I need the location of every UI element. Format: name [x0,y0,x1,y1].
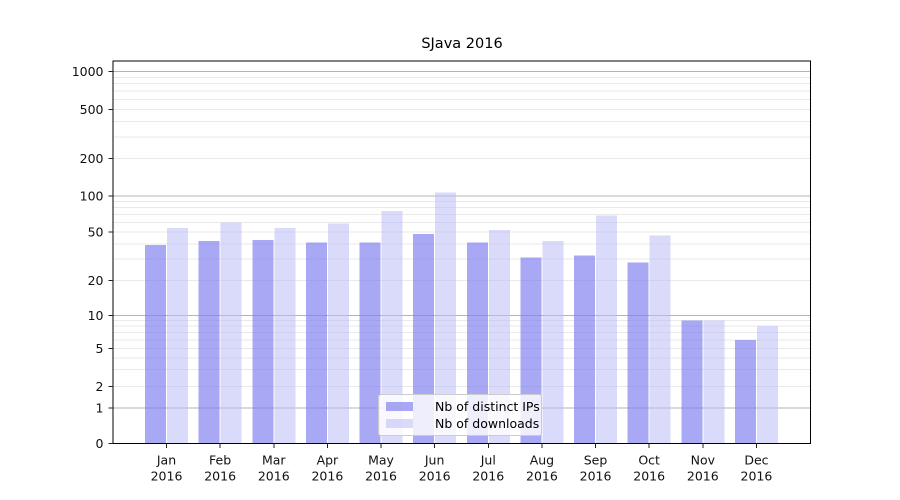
y-tick-label-100: 100 [80,188,104,203]
bar-dec-2016-nb-of-downloads [756,326,778,444]
y-axis-ticks [108,71,113,444]
y-tick-label-200: 200 [80,151,104,166]
legend-item-downloads: Nb of downloads [386,416,539,431]
bars [145,192,778,444]
y-tick-label-2: 2 [96,379,104,394]
legend-label-downloads: Nb of downloads [435,416,540,431]
legend-item-distinct-ips: Nb of distinct IPs [386,399,540,414]
bar-feb-2016-nb-of-distinct-ips [198,241,220,444]
y-tick-label-500: 500 [80,102,104,117]
bar-jul-2016-nb-of-distinct-ips [466,242,488,444]
y-axis-labels: 0 1 2 5 10 20 50 100 200 500 1000 [72,64,104,451]
bar-apr-2016-nb-of-downloads [327,223,349,444]
bar-oct-2016-nb-of-downloads [649,235,671,444]
bar-jun-2016-nb-of-downloads [435,192,457,444]
x-tick-label-dec-2016: Dec 2016 [741,453,773,484]
bar-apr-2016-nb-of-distinct-ips [305,242,327,444]
y-tick-label-10: 10 [88,308,104,323]
x-tick-label-jun-2016: Jun 2016 [419,453,451,484]
x-tick-label-nov-2016: Nov 2016 [687,453,719,484]
x-tick-label-may-2016: May 2016 [365,453,397,484]
bar-jan-2016-nb-of-distinct-ips [145,245,166,444]
bar-nov-2016-nb-of-downloads [703,320,725,444]
bar-jan-2016-nb-of-downloads [167,228,188,444]
bar-nov-2016-nb-of-distinct-ips [681,320,703,444]
legend-swatch-distinct-ips [386,402,413,411]
y-tick-label-0: 0 [96,436,104,451]
bar-aug-2016-nb-of-downloads [542,241,564,444]
x-axis-ticks [166,443,757,448]
chart-title: SJava 2016 [421,36,503,52]
x-tick-label-apr-2016: Apr 2016 [311,453,343,484]
bar-mar-2016-nb-of-downloads [274,228,296,444]
x-tick-label-oct-2016: Oct 2016 [633,453,665,484]
bar-dec-2016-nb-of-distinct-ips [734,339,756,444]
x-tick-label-mar-2016: Mar 2016 [258,453,290,484]
y-tick-label-5: 5 [96,341,104,356]
x-axis-labels: Jan 2016 Feb 2016 Mar 2016 Apr 2016 May 2016 Jun 20… [151,453,773,484]
legend-swatch-downloads [386,419,413,428]
bar-may-2016-nb-of-downloads [381,210,403,444]
y-tick-label-1000: 1000 [72,64,104,79]
legend-label-distinct-ips: Nb of distinct IPs [435,399,540,414]
x-tick-label-jan-2016: Jan 2016 [151,453,183,484]
bar-oct-2016-nb-of-distinct-ips [627,262,649,444]
x-tick-label-aug-2016: Aug 2016 [526,453,558,484]
x-tick-label-jul-2016: Jul 2016 [472,453,504,484]
y-tick-label-50: 50 [88,224,104,239]
y-tick-label-20: 20 [88,273,104,288]
bar-may-2016-nb-of-distinct-ips [359,242,381,444]
bar-jul-2016-nb-of-downloads [488,229,510,444]
bar-sep-2016-nb-of-distinct-ips [574,255,596,444]
bar-mar-2016-nb-of-distinct-ips [252,239,274,444]
x-tick-label-sep-2016: Sep 2016 [580,453,612,484]
bar-sep-2016-nb-of-downloads [596,215,618,444]
y-tick-label-1: 1 [96,400,104,415]
bar-feb-2016-nb-of-downloads [220,222,242,444]
bar-jun-2016-nb-of-distinct-ips [413,234,435,444]
legend: Nb of distinct IPs Nb of downloads [378,394,542,436]
plot-frame [112,60,811,444]
x-tick-label-feb-2016: Feb 2016 [204,453,236,484]
